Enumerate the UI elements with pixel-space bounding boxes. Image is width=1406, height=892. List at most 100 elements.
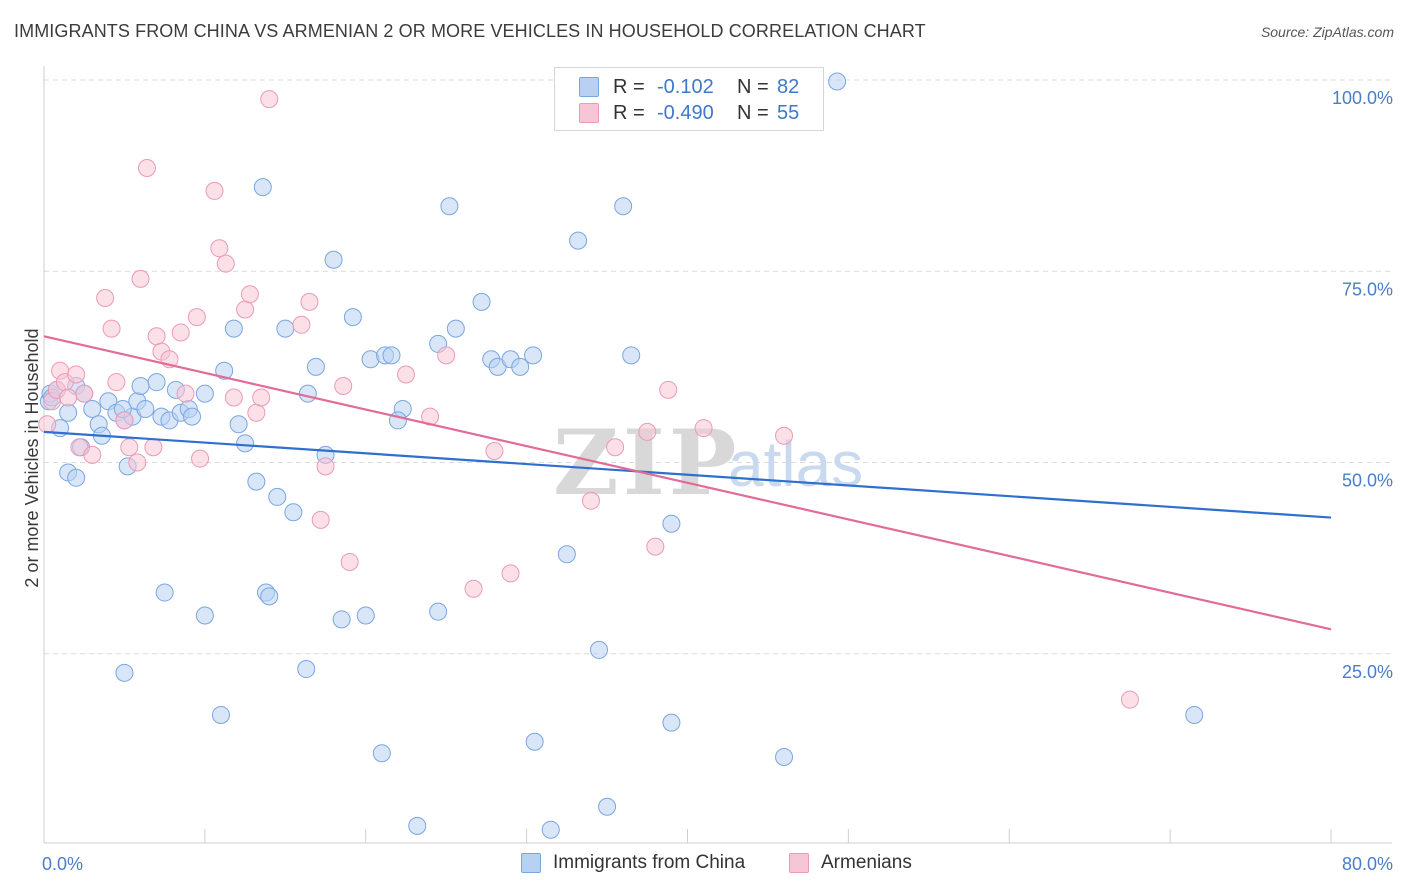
armenian-point	[107, 373, 126, 392]
source-credit: Source: ZipAtlas.com	[1260, 24, 1394, 40]
china-n-label: N =	[737, 75, 769, 98]
china-legend-label: Immigrants from China	[553, 852, 746, 873]
armenian-point	[75, 384, 94, 403]
china-point	[429, 602, 448, 621]
armenian-point	[115, 411, 134, 430]
china-point	[828, 72, 847, 91]
y-axis-label: 2 or more Vehicles in Household	[22, 328, 42, 587]
china-point	[195, 606, 214, 625]
china-point	[131, 377, 150, 395]
armenian-point	[59, 388, 78, 407]
china-point	[590, 640, 609, 659]
china-point	[408, 816, 427, 835]
armenian-point	[83, 445, 102, 464]
armenian-point	[216, 254, 235, 273]
china-point	[662, 713, 681, 732]
china-point	[147, 373, 166, 392]
china-point	[183, 407, 202, 426]
armenian-point	[137, 158, 156, 177]
china-point	[541, 820, 560, 839]
legend-item-armenian: Armenians	[789, 852, 912, 874]
china-point	[268, 487, 287, 506]
armenian-point	[128, 453, 147, 472]
china-r-label: R =	[613, 75, 645, 98]
china-point	[297, 660, 316, 679]
legend-row-armenian: R = -0.490 N = 55	[579, 101, 799, 125]
china-point	[306, 357, 325, 376]
legend-item-china: Immigrants from China	[521, 852, 745, 874]
china-point	[343, 308, 362, 327]
china-point	[276, 319, 295, 338]
china-point	[662, 514, 681, 533]
china-point	[557, 545, 576, 564]
armenian-point	[144, 438, 163, 457]
china-point	[260, 587, 279, 606]
armenian-point	[659, 380, 678, 399]
china-point	[511, 357, 530, 376]
china-point	[569, 231, 588, 250]
armenian-point	[187, 308, 206, 327]
armenian-point	[260, 90, 279, 109]
armenian-point	[606, 438, 625, 457]
china-point	[356, 606, 375, 625]
armenian-point	[67, 365, 86, 384]
china-trend-line	[43, 430, 1332, 519]
china-r-value: -0.102	[657, 75, 714, 98]
china-point	[324, 250, 343, 269]
china-point	[284, 503, 303, 522]
armenian-point	[147, 327, 166, 346]
china-point	[195, 384, 214, 403]
y-tick-label: 25.0%	[1342, 662, 1393, 682]
watermark-atlas: atlas	[728, 428, 863, 500]
armenian-point	[300, 292, 319, 311]
armenian-point	[240, 285, 259, 304]
armenian-point	[236, 300, 255, 319]
armenian-point	[694, 419, 713, 438]
china-point	[298, 384, 317, 403]
armenian-point	[437, 346, 456, 365]
armenian-point	[396, 365, 415, 384]
y-tick-label: 100.0%	[1332, 88, 1393, 108]
china-point	[115, 663, 134, 682]
armenian-point	[247, 403, 266, 422]
armenian-r-value: -0.490	[657, 101, 714, 124]
china-point	[382, 346, 401, 365]
china-point	[440, 197, 459, 216]
legend-row-china: R = -0.102 N = 82	[579, 75, 799, 99]
china-point	[775, 748, 794, 767]
china-point	[224, 319, 243, 338]
armenian-point	[775, 426, 794, 445]
armenian-point	[171, 323, 190, 342]
china-point	[332, 610, 351, 629]
armenian-point	[96, 289, 115, 308]
series-legend: Immigrants from China Armenians	[0, 852, 1406, 878]
china-point	[446, 319, 465, 338]
armenian-n-value: 55	[777, 101, 800, 124]
china-point	[215, 361, 234, 380]
china-point	[1185, 705, 1204, 724]
armenian-point	[191, 449, 210, 468]
armenian-point	[224, 388, 243, 407]
china-point	[136, 399, 155, 418]
armenian-point	[464, 579, 483, 598]
china-n-value: 82	[777, 75, 800, 98]
armenian-point	[205, 181, 224, 200]
china-point	[229, 415, 248, 434]
armenian-point	[292, 315, 311, 334]
china-point	[525, 732, 544, 751]
china-point	[614, 197, 633, 216]
chart-title: IMMIGRANTS FROM CHINA VS ARMENIAN 2 OR M…	[14, 21, 926, 41]
china-point	[211, 705, 230, 724]
china-legend-swatch	[521, 853, 541, 873]
y-tick-label: 50.0%	[1342, 471, 1393, 491]
armenian-point	[340, 552, 359, 571]
china-point	[67, 468, 86, 487]
china-swatch	[579, 77, 599, 97]
china-point	[59, 403, 78, 422]
armenian-point	[485, 442, 504, 461]
armenian-n-label: N =	[737, 101, 769, 124]
armenian-point	[646, 537, 665, 556]
armenian-point	[581, 491, 600, 510]
trend-lines	[43, 335, 1332, 631]
